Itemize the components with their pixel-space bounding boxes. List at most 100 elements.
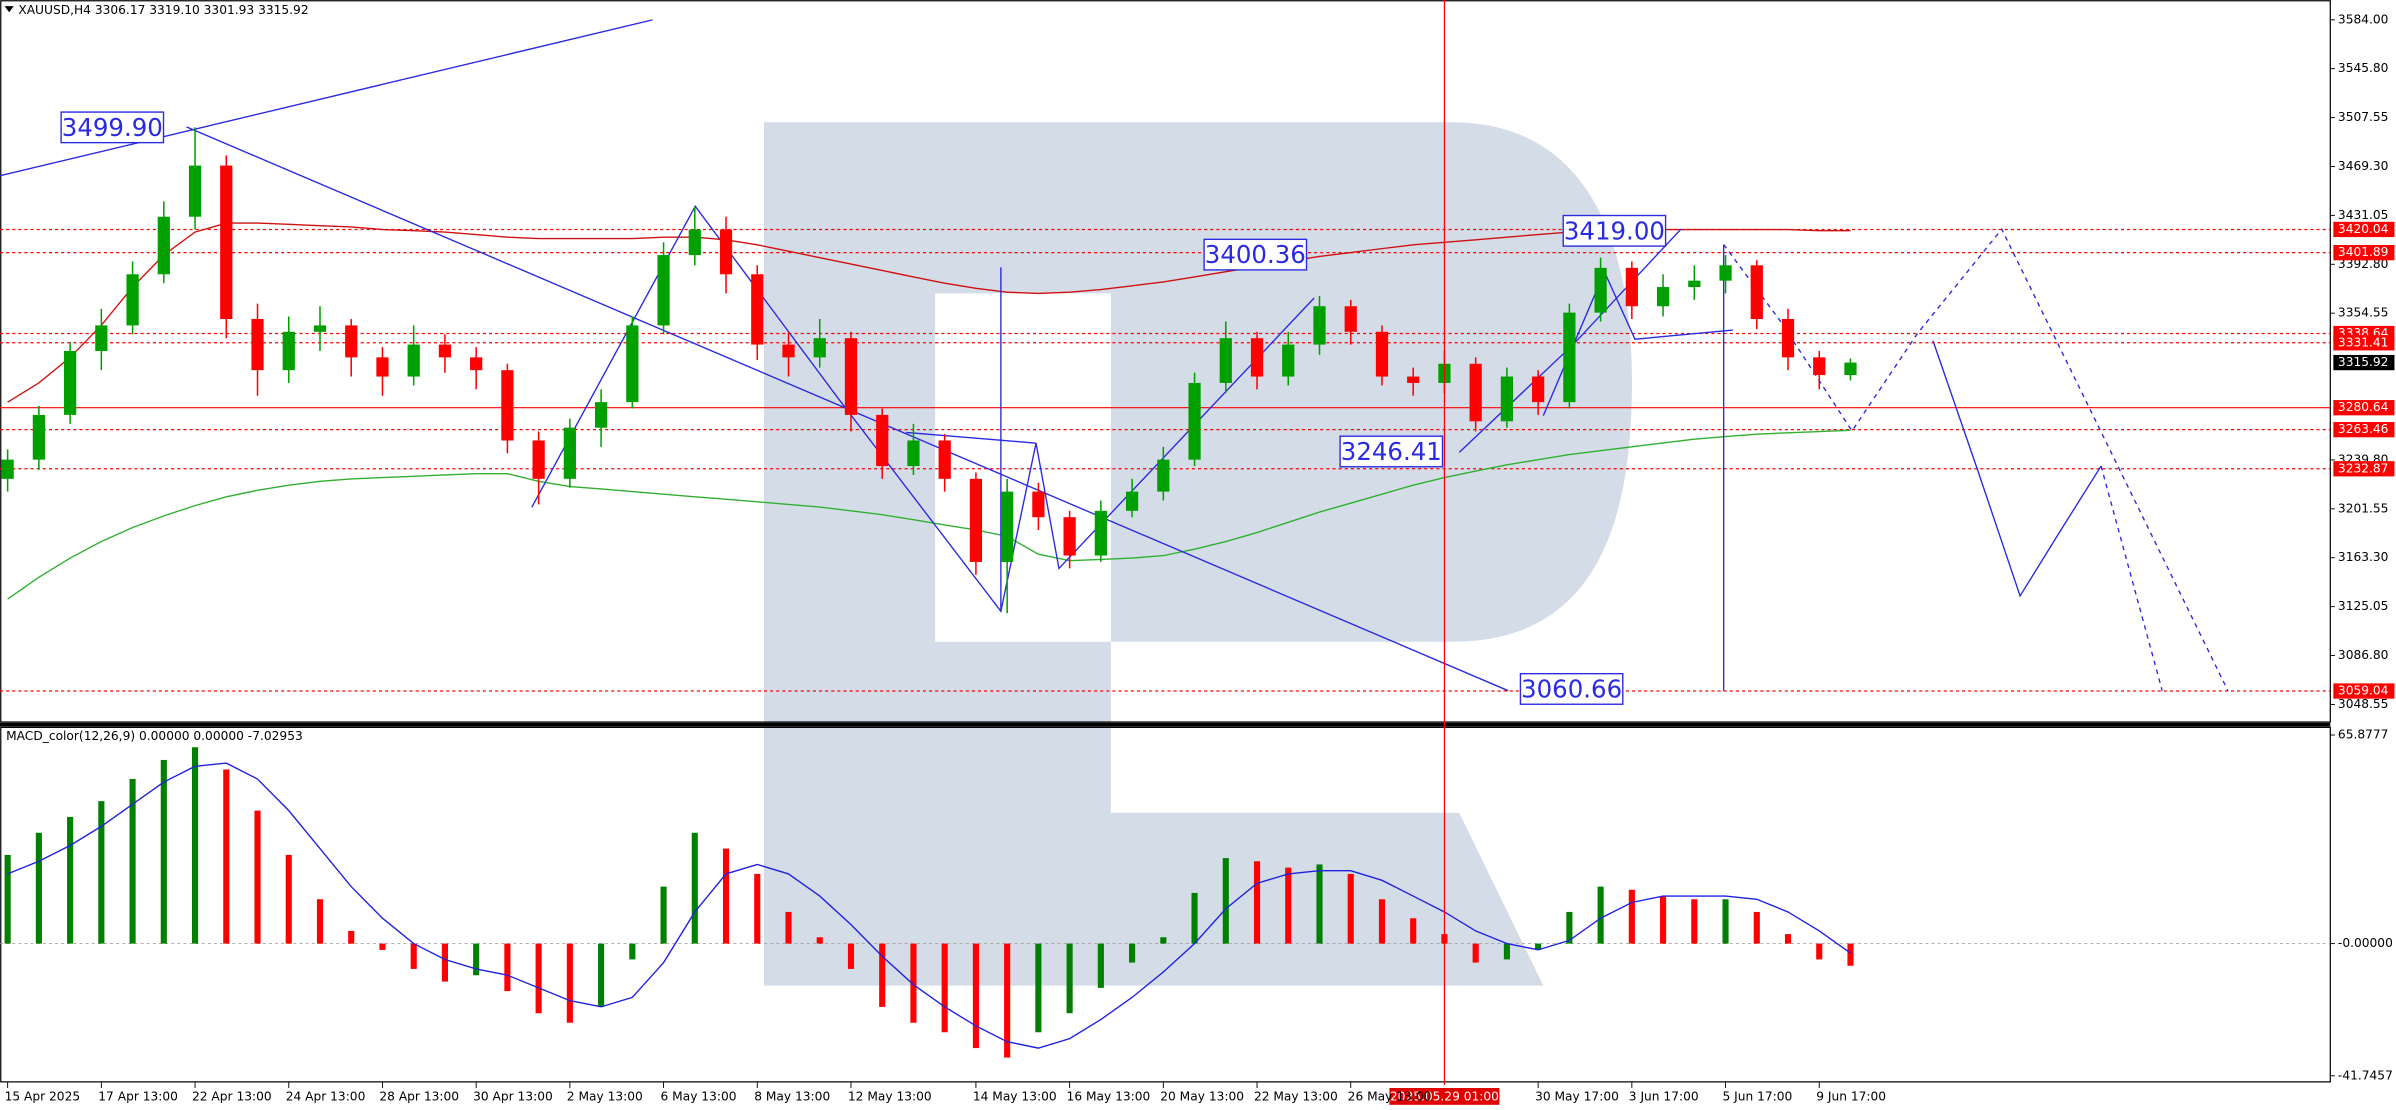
macd-bar: [847, 943, 855, 969]
candle-body: [1625, 267, 1638, 307]
annotation-label: 3419.00: [1564, 216, 1665, 245]
candle-body: [188, 165, 202, 217]
candle-body: [876, 414, 889, 467]
candle-body: [1781, 319, 1795, 358]
header-arrow: [4, 6, 14, 13]
y-tick-label: 3507.55: [2338, 110, 2389, 124]
watermark-hole: [935, 293, 1111, 642]
price-label-box: [2333, 354, 2395, 371]
macd-bar: [473, 943, 480, 976]
price-label-box: [2333, 683, 2395, 699]
macd-bar: [1503, 943, 1510, 960]
y-tick-label: 3125.05: [2338, 599, 2389, 613]
candle-body: [1563, 312, 1576, 403]
macd-bar: [1347, 873, 1354, 944]
macd-bar: [1691, 899, 1698, 944]
forecast-line: [1932, 340, 2102, 598]
macd-y-tick-label: -0.00000: [2338, 936, 2393, 950]
candle-body: [1375, 331, 1389, 377]
macd-bar: [1597, 886, 1604, 944]
candle-body: [719, 229, 733, 275]
price-label-box: [2333, 335, 2395, 351]
y-tick-label: 3086.80: [2338, 648, 2389, 662]
macd-bar: [1253, 861, 1261, 944]
candle-body: [1157, 459, 1170, 492]
annotation-label: 3400.36: [1205, 240, 1306, 269]
macd-bar: [1660, 896, 1667, 944]
macd-bar: [816, 937, 823, 944]
candle-body: [1344, 306, 1357, 332]
candle-body: [407, 344, 420, 377]
x-tick-label: 16 May 13:00: [1067, 1090, 1151, 1104]
candle-body: [1001, 491, 1014, 562]
annotation-label: 3499.90: [62, 113, 163, 142]
x-tick-label: 12 May 13:00: [848, 1090, 932, 1104]
chart-title: XAUUSD,H4 3306.17 3319.10 3301.93 3315.9…: [18, 3, 308, 17]
x-tick-label: 20 May 13:00: [1160, 1090, 1244, 1104]
x-tick-label: 17 Apr 13:00: [98, 1090, 178, 1104]
macd-bar: [691, 832, 698, 944]
macd-bar: [1129, 943, 1136, 963]
price-label: 3059.04: [2338, 684, 2389, 698]
forecast-line: [2100, 465, 2163, 691]
annotation-label: 3246.41: [1341, 437, 1442, 466]
candle-body: [157, 216, 170, 275]
candle-body: [220, 165, 233, 320]
candle-body: [345, 325, 358, 358]
candle-body: [282, 331, 295, 371]
watermark: [764, 122, 1632, 986]
candle-body: [1250, 338, 1264, 377]
y-tick-label: 3201.55: [2338, 501, 2389, 515]
x-tick-label: 6 May 13:00: [661, 1090, 737, 1104]
candle-body: [594, 402, 608, 428]
forecast-line: [1723, 227, 2229, 691]
x-tick-label: 24 Apr 13:00: [286, 1090, 366, 1104]
x-tick-label: 22 May 13:00: [1254, 1090, 1338, 1104]
watermark-leg: [1110, 812, 1544, 986]
cursor-label-box: [1389, 1087, 1500, 1105]
price-label: 3232.87: [2338, 461, 2389, 475]
candle-body: [751, 274, 764, 345]
price-label-box: [2333, 400, 2395, 416]
annotation-box: [1519, 672, 1624, 705]
price-label: 3280.64: [2338, 400, 2389, 414]
macd-bar: [535, 943, 542, 1014]
candle-body: [126, 274, 139, 326]
x-tick-label: 2 May 13:00: [567, 1090, 643, 1104]
main-frame: [0, 0, 2331, 723]
macd-bar: [504, 943, 511, 992]
candle-body: [938, 440, 951, 479]
candle-body: [626, 325, 639, 403]
macd-bar: [1222, 858, 1229, 944]
macd-bar: [1097, 943, 1104, 988]
macd-y-tick-label: 65.8777: [2338, 728, 2389, 742]
y-tick-label: 3431.05: [2338, 208, 2389, 222]
candle-body: [782, 344, 795, 358]
macd-bar: [1847, 943, 1854, 966]
macd-bar: [1035, 943, 1042, 1033]
x-tick-label: 14 May 13:00: [973, 1090, 1057, 1104]
annotation-box: [1203, 238, 1308, 271]
candle-body: [969, 478, 983, 562]
candle-body: [1094, 510, 1107, 556]
candle-body: [1500, 376, 1514, 422]
macd-bar: [598, 943, 605, 1007]
macd-frame: [0, 726, 2331, 1083]
candle-body: [313, 325, 327, 332]
y-tick-label: 3584.00: [2338, 12, 2389, 26]
candle-body: [1844, 362, 1857, 376]
macd-bar: [1784, 934, 1792, 944]
macd-bar: [1378, 899, 1386, 944]
price-label-box: [2333, 422, 2395, 438]
moving-average: [7, 222, 1851, 403]
macd-bar: [566, 943, 573, 1023]
price-label: 3420.04: [2338, 222, 2389, 236]
macd-bar: [1191, 892, 1198, 944]
annotation-label: 3060.66: [1521, 674, 1622, 703]
x-tick-label: 26 May 13:00: [1348, 1090, 1432, 1104]
macd-bar: [160, 759, 167, 944]
candle-body: [251, 319, 264, 371]
moving-average: [7, 429, 1851, 600]
macd-signal: [7, 762, 1851, 1049]
macd-bar: [191, 747, 199, 944]
